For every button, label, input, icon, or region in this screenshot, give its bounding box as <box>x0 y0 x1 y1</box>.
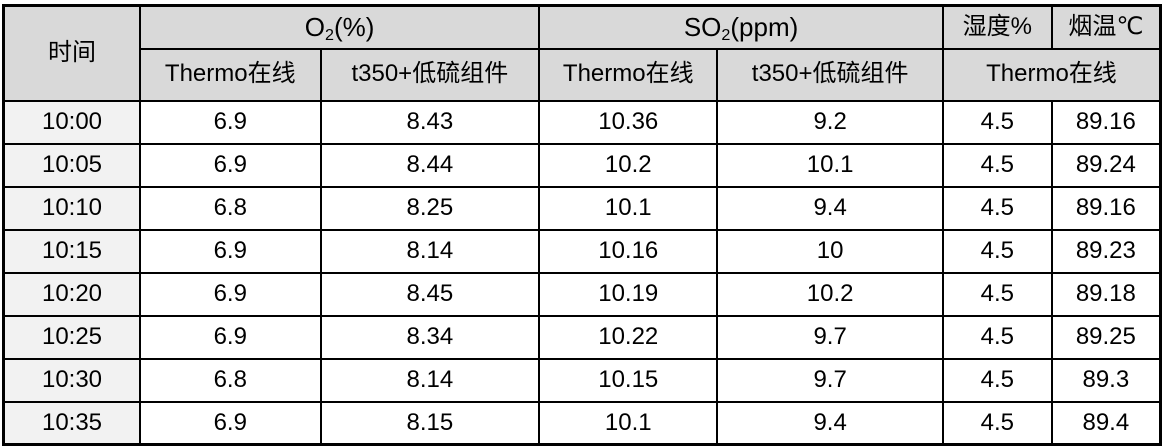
value-cell: 10.16 <box>538 228 719 274</box>
subheader-so2-thermo: Thermo在线 <box>538 47 719 102</box>
value-cell: 6.9 <box>139 400 322 446</box>
value-cell: 89.16 <box>1050 185 1162 231</box>
value-cell: 4.5 <box>941 228 1053 274</box>
value-cell: 6.9 <box>139 99 322 145</box>
o2-suffix: (%) <box>333 11 375 42</box>
header-time: 时间 <box>2 4 142 102</box>
value-cell: 4.5 <box>941 99 1053 145</box>
header-smoke-temp: 烟温℃ <box>1050 4 1162 50</box>
value-cell: 89.24 <box>1050 142 1162 188</box>
value-cell: 10.2 <box>538 142 719 188</box>
table-row: 10:35 6.9 8.15 10.1 9.4 4.5 89.4 <box>2 400 1162 446</box>
value-cell: 9.4 <box>716 400 944 446</box>
o2-subscript: 2 <box>325 26 334 45</box>
value-cell: 10.15 <box>538 357 719 403</box>
value-cell: 6.9 <box>139 228 322 274</box>
value-cell: 8.43 <box>319 99 541 145</box>
value-cell: 10.22 <box>538 314 719 360</box>
header-sub-row: Thermo在线 t350+低硫组件 Thermo在线 t350+低硫组件 Th… <box>4 47 1162 102</box>
header-o2-group: O2(%) <box>139 4 541 50</box>
value-cell: 6.9 <box>139 314 322 360</box>
value-cell: 89.23 <box>1050 228 1162 274</box>
so2-subscript: 2 <box>721 26 731 45</box>
table-row: 10:30 6.8 8.14 10.15 9.7 4.5 89.3 <box>2 357 1162 403</box>
table-row: 10:05 6.9 8.44 10.2 10.1 4.5 89.24 <box>2 142 1162 188</box>
time-cell: 10:00 <box>2 99 142 145</box>
subheader-so2-t350: t350+低硫组件 <box>716 47 944 102</box>
subheader-thermo-span: Thermo在线 <box>941 47 1162 102</box>
value-cell: 4.5 <box>941 142 1053 188</box>
value-cell: 8.15 <box>319 400 541 446</box>
table-row: 10:20 6.9 8.45 10.19 10.2 4.5 89.18 <box>2 271 1162 317</box>
table-body: 10:00 6.9 8.43 10.36 9.2 4.5 89.16 10:05 6.9 8.44… <box>2 99 1162 446</box>
value-cell: 10.1 <box>538 400 719 446</box>
time-cell: 10:20 <box>2 271 142 317</box>
value-cell: 4.5 <box>941 400 1053 446</box>
value-cell: 89.25 <box>1050 314 1162 360</box>
value-cell: 6.8 <box>139 185 322 231</box>
value-cell: 89.18 <box>1050 271 1162 317</box>
value-cell: 9.7 <box>716 314 944 360</box>
subheader-o2-t350: t350+低硫组件 <box>319 47 541 102</box>
value-cell: 10.36 <box>538 99 719 145</box>
value-cell: 8.44 <box>319 142 541 188</box>
value-cell: 6.9 <box>139 271 322 317</box>
table-row: 10:15 6.9 8.14 10.16 10 4.5 89.23 <box>2 228 1162 274</box>
time-cell: 10:15 <box>2 228 142 274</box>
o2-prefix: O <box>304 11 325 42</box>
so2-prefix: SO <box>683 11 722 42</box>
header-group-row: 时间 O2(%) SO2(ppm) 湿度% 烟温℃ <box>2 4 1162 102</box>
value-cell: 89.3 <box>1050 357 1162 403</box>
value-cell: 8.34 <box>319 314 541 360</box>
value-cell: 10.19 <box>538 271 719 317</box>
value-cell: 6.8 <box>139 357 322 403</box>
value-cell: 6.9 <box>139 142 322 188</box>
value-cell: 8.14 <box>319 357 541 403</box>
value-cell: 10.2 <box>716 271 944 317</box>
value-cell: 89.16 <box>1050 99 1162 145</box>
value-cell: 4.5 <box>941 185 1053 231</box>
value-cell: 89.4 <box>1050 400 1162 446</box>
value-cell: 9.4 <box>716 185 944 231</box>
value-cell: 8.14 <box>319 228 541 274</box>
value-cell: 4.5 <box>941 314 1053 360</box>
value-cell: 9.2 <box>716 99 944 145</box>
time-cell: 10:25 <box>2 314 142 360</box>
so2-suffix: (ppm) <box>730 11 799 42</box>
header-humidity: 湿度% <box>941 4 1053 50</box>
value-cell: 10 <box>716 228 944 274</box>
measurement-table: 时间 O2(%) SO2(ppm) 湿度% 烟温℃ Thermo在线 t350+… <box>2 4 1162 446</box>
header-so2-group: SO2(ppm) <box>538 4 944 50</box>
value-cell: 4.5 <box>941 271 1053 317</box>
table-row: 10:00 6.9 8.43 10.36 9.2 4.5 89.16 <box>2 99 1162 145</box>
value-cell: 10.1 <box>716 142 944 188</box>
time-cell: 10:35 <box>2 400 142 446</box>
value-cell: 10.1 <box>538 185 719 231</box>
table-row: 10:25 6.9 8.34 10.22 9.7 4.5 89.25 <box>2 314 1162 360</box>
subheader-o2-thermo: Thermo在线 <box>139 47 322 102</box>
value-cell: 8.45 <box>319 271 541 317</box>
time-cell: 10:30 <box>2 357 142 403</box>
time-cell: 10:10 <box>2 185 142 231</box>
value-cell: 8.25 <box>319 185 541 231</box>
time-cell: 10:05 <box>2 142 142 188</box>
value-cell: 9.7 <box>716 357 944 403</box>
value-cell: 4.5 <box>941 357 1053 403</box>
table-row: 10:10 6.8 8.25 10.1 9.4 4.5 89.16 <box>2 185 1162 231</box>
